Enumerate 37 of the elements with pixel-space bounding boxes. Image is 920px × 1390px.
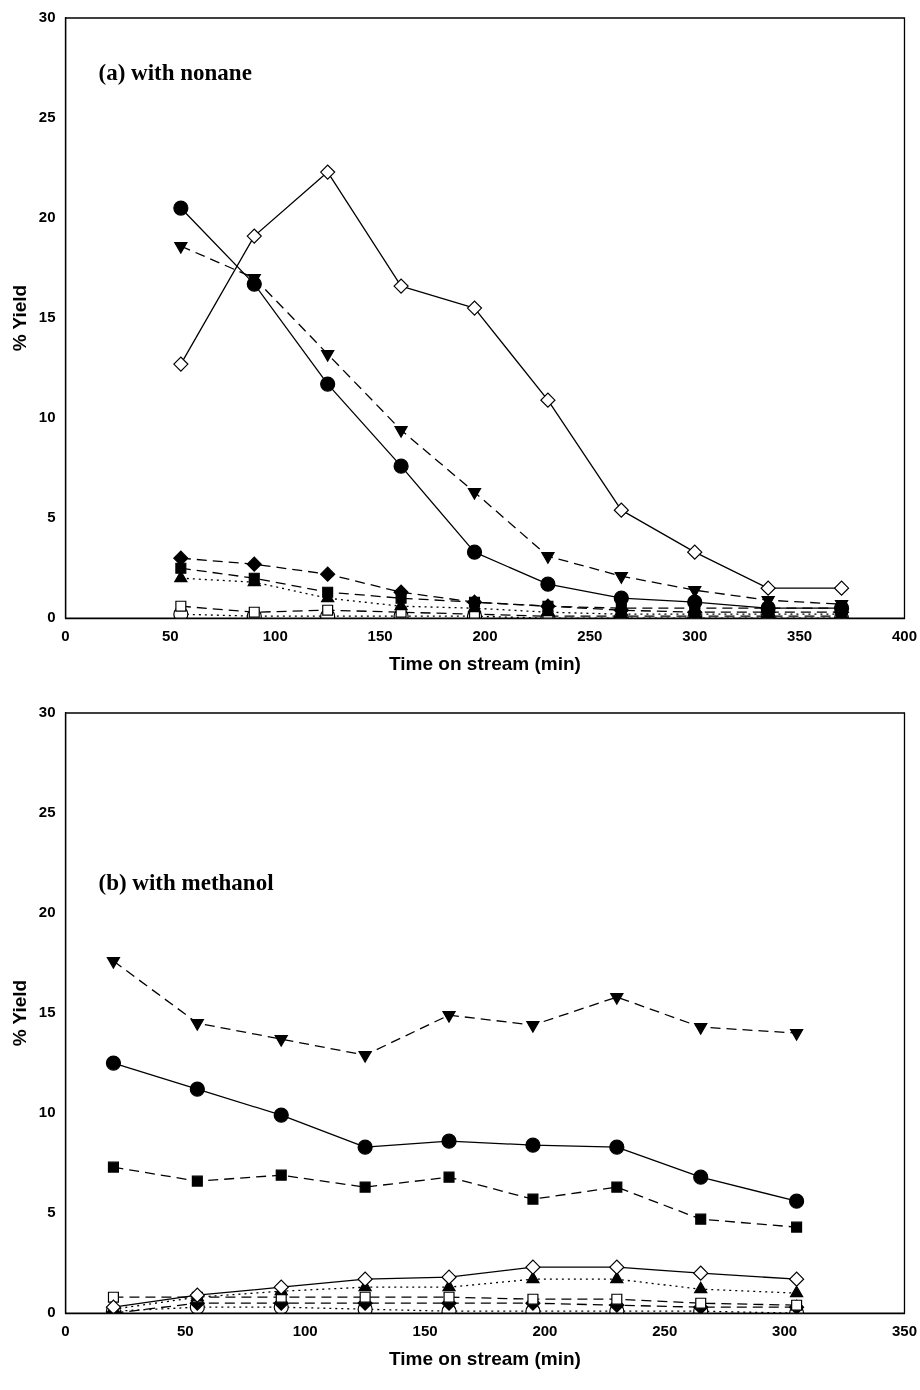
x-tick-label: 350	[787, 627, 813, 645]
x-axis-title: Time on stream (min)	[389, 652, 581, 674]
y-tick-label: 0	[47, 1303, 56, 1321]
y-axis-title: % Yield	[8, 284, 30, 352]
x-tick-label: 0	[61, 1322, 70, 1340]
x-axis-title: Time on stream (min)	[389, 1347, 581, 1369]
annotation: (a) with nonane	[98, 60, 252, 86]
x-tick-label: 250	[652, 1322, 678, 1340]
x-tick-label: 300	[682, 627, 708, 645]
x-tick-label: 50	[162, 627, 179, 645]
x-tick-label: 250	[577, 627, 603, 645]
x-tick-label: 400	[891, 627, 917, 645]
x-tick-label: 350	[891, 1322, 917, 1340]
x-tick-label: 0	[61, 627, 70, 645]
y-tick-label: 20	[38, 903, 56, 921]
y-tick-label: 25	[38, 108, 56, 126]
y-tick-label: 10	[38, 1103, 56, 1121]
x-tick-label: 50	[177, 1322, 194, 1340]
x-tick-label: 200	[532, 1322, 558, 1340]
x-tick-label: 100	[292, 1322, 318, 1340]
y-tick-label: 25	[38, 803, 56, 821]
y-tick-label: 30	[38, 8, 56, 26]
y-tick-label: 5	[47, 508, 56, 526]
annotation: (b) with methanol	[98, 870, 274, 896]
y-axis-title: % Yield	[8, 979, 30, 1047]
y-tick-label: 15	[38, 1003, 56, 1021]
x-tick-label: 100	[262, 627, 288, 645]
y-tick-label: 10	[38, 408, 56, 426]
x-tick-label: 150	[412, 1322, 438, 1340]
y-tick-label: 5	[47, 1203, 56, 1221]
x-tick-label: 200	[472, 627, 498, 645]
x-tick-label: 150	[367, 627, 393, 645]
y-tick-label: 30	[38, 703, 56, 721]
y-tick-label: 0	[47, 608, 56, 626]
y-tick-label: 20	[38, 208, 56, 226]
y-tick-label: 15	[38, 308, 56, 326]
x-tick-label: 300	[772, 1322, 798, 1340]
